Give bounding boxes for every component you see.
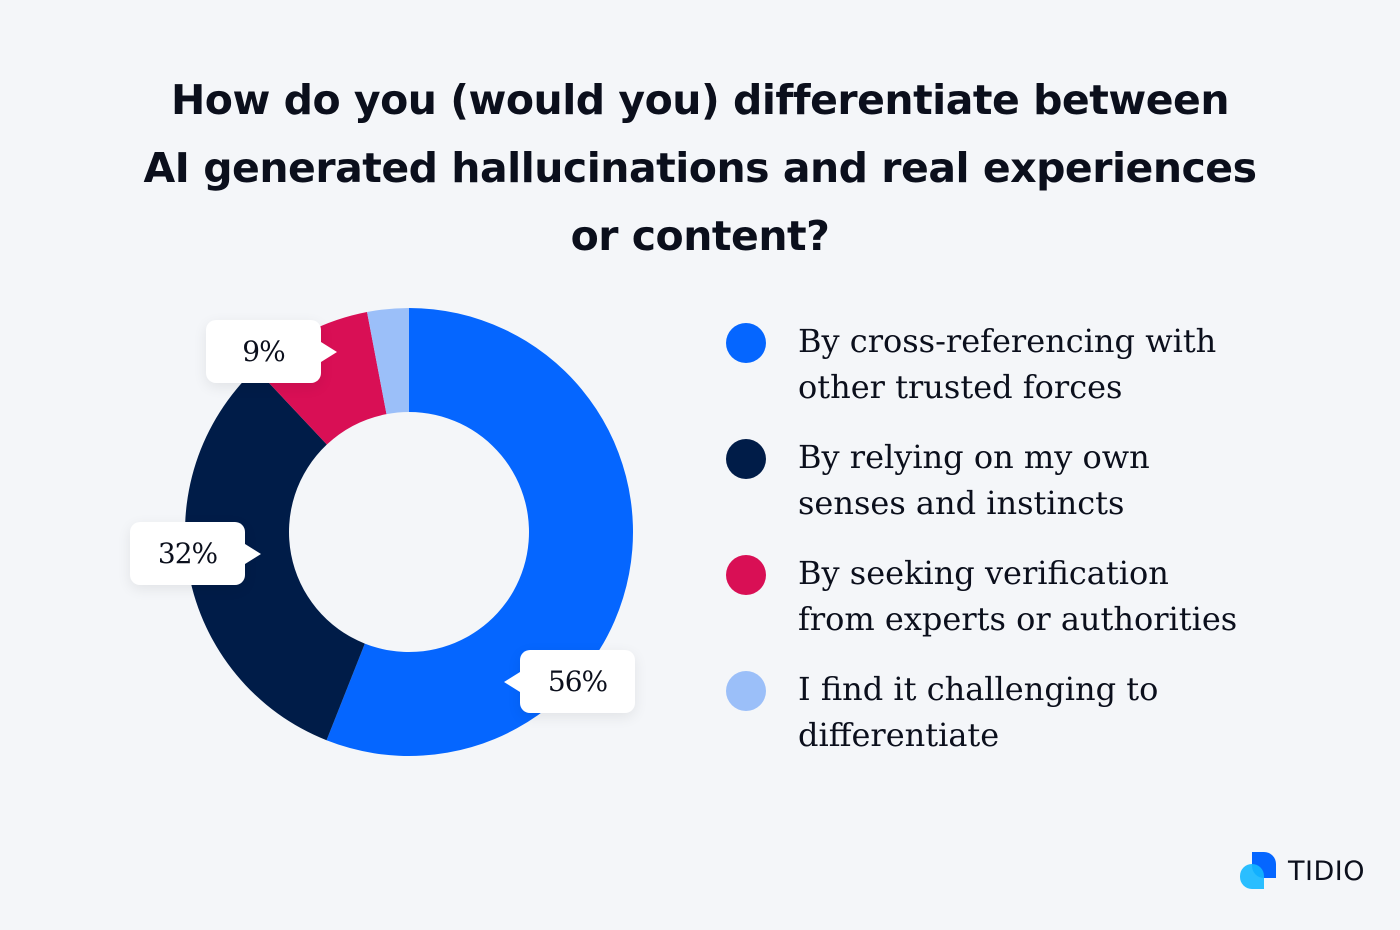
legend-label: other trusted forces — [798, 368, 1123, 406]
callout-pointer — [321, 342, 337, 362]
callout-pointer — [245, 544, 261, 564]
legend-label: senses and instincts — [798, 484, 1125, 522]
title-line: AI generated hallucinations and real exp… — [143, 144, 1257, 192]
data-label-slice-3: 9% — [206, 320, 337, 383]
donut-slice-2 — [184, 368, 365, 741]
brand-name: TIDIO — [1288, 855, 1365, 887]
legend-label: By cross-referencing with — [798, 322, 1217, 360]
title-line: or content? — [570, 212, 830, 260]
legend-swatch — [726, 671, 766, 711]
data-label-slice-2: 32% — [130, 522, 261, 585]
donut-slice-1 — [326, 308, 633, 756]
legend-swatch — [726, 323, 766, 363]
legend-swatch — [726, 439, 766, 479]
data-label-slice-1: 56% — [504, 650, 635, 713]
data-label-text: 9% — [242, 335, 285, 368]
legend-label: from experts or authorities — [798, 600, 1238, 638]
title-line: How do you (would you) differentiate bet… — [170, 76, 1230, 124]
data-label-text: 56% — [547, 665, 608, 698]
legend-swatch — [726, 555, 766, 595]
callout-pointer — [504, 672, 520, 692]
legend-label: By relying on my own — [798, 438, 1150, 476]
chart-title: How do you (would you) differentiate bet… — [0, 66, 1400, 270]
legend-label: By seeking verification — [798, 554, 1169, 592]
data-label-text: 32% — [157, 537, 218, 570]
legend-label: differentiate — [798, 716, 1000, 754]
donut-slice-4 — [367, 308, 409, 415]
legend-label: I find it challenging to — [798, 670, 1159, 708]
tidio-logo: TIDIO — [1240, 852, 1365, 890]
tidio-logo-icon — [1240, 852, 1276, 889]
